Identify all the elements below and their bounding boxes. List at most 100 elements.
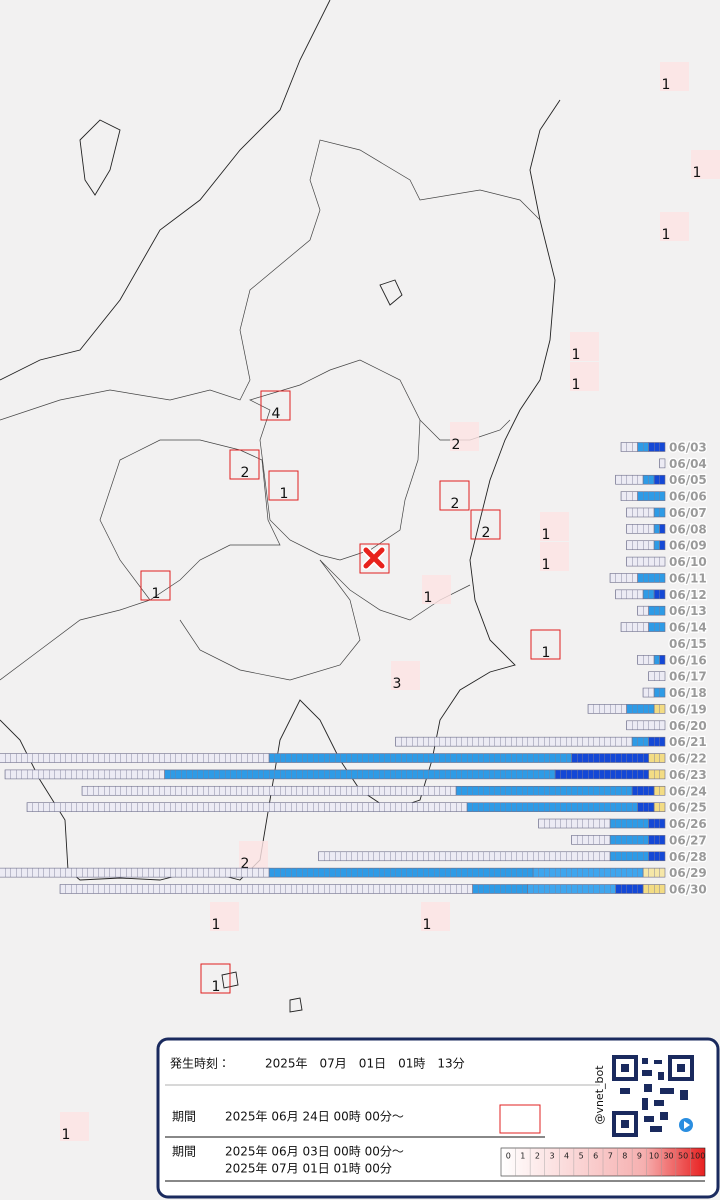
bar-cells xyxy=(456,786,632,796)
bar-cells xyxy=(654,507,665,517)
station-patch xyxy=(691,150,720,179)
map-count: 2 xyxy=(241,856,250,872)
period-start: 2025年 06月 03日 00時 00分～ xyxy=(225,1145,404,1159)
date-label: 06/13 xyxy=(669,604,707,618)
bar-cells xyxy=(648,819,665,829)
station-box xyxy=(229,449,260,480)
station-box xyxy=(268,470,299,501)
station-patch xyxy=(570,362,599,391)
map-count: 1 xyxy=(424,590,433,606)
map-count: 1 xyxy=(572,377,581,393)
station-patch xyxy=(540,512,569,541)
map-count: 1 xyxy=(693,165,702,181)
bar-cells xyxy=(654,524,660,534)
date-label: 06/12 xyxy=(669,588,707,602)
bar-cells xyxy=(610,573,638,583)
date-label: 06/21 xyxy=(669,735,707,749)
bar-cells xyxy=(654,540,660,550)
bar-cells xyxy=(648,851,665,861)
date-label: 06/25 xyxy=(669,801,707,815)
map-count: 1 xyxy=(662,77,671,93)
bar-cells xyxy=(643,884,665,894)
bar-cells xyxy=(626,557,665,567)
bar-cells xyxy=(648,769,665,779)
station-patch xyxy=(60,1112,89,1141)
bar-cells xyxy=(610,819,649,829)
bar-cells xyxy=(621,622,649,632)
station-box xyxy=(260,390,291,421)
bar-cells xyxy=(648,737,665,747)
bar-cells xyxy=(637,655,654,665)
bar-cells xyxy=(538,819,610,829)
scale-label: 6 xyxy=(593,1152,598,1161)
bar-cells xyxy=(643,868,665,878)
bar-cells xyxy=(654,802,665,812)
bar-cells xyxy=(571,835,610,845)
station-patch xyxy=(210,902,239,931)
bar-cells xyxy=(626,524,654,534)
station-patch xyxy=(450,422,479,451)
recent-start: 2025年 06月 24日 00時 00分～ xyxy=(225,1110,404,1124)
bar-cells xyxy=(654,704,665,714)
bar-cells xyxy=(318,851,610,861)
epicenter xyxy=(359,543,390,574)
bar-cells xyxy=(637,573,665,583)
bar-cells xyxy=(648,622,665,632)
map-count: 2 xyxy=(482,525,491,541)
bar-cells xyxy=(632,786,654,796)
bar-cells xyxy=(659,524,665,534)
map-count: 1 xyxy=(662,227,671,243)
bar-cells xyxy=(659,458,665,468)
scale-label: 2 xyxy=(535,1152,540,1161)
date-label: 06/05 xyxy=(669,473,707,487)
map-count: 1 xyxy=(572,347,581,363)
scale-label: 50 xyxy=(678,1152,688,1161)
period-label: 期間 xyxy=(172,1110,196,1124)
scale-label: 9 xyxy=(637,1152,642,1161)
occurred-label: 発生時刻： xyxy=(170,1057,230,1071)
date-label: 06/26 xyxy=(669,817,707,831)
map-count: 3 xyxy=(393,676,402,692)
date-label: 06/09 xyxy=(669,539,707,553)
bar-cells xyxy=(626,507,654,517)
bar-cells xyxy=(648,671,665,681)
map-count: 1 xyxy=(212,917,221,933)
bar-cells xyxy=(82,786,456,796)
daily-bars: 06/03 06/04 06/05 06/06 06/07 06/08 06/09 06/10… xyxy=(0,439,708,898)
bar-cells xyxy=(621,491,638,501)
scale-label: 0 xyxy=(506,1152,511,1161)
date-label: 06/04 xyxy=(669,457,707,471)
station-box xyxy=(470,509,501,540)
bar-cells xyxy=(60,884,473,894)
date-label: 06/07 xyxy=(669,506,707,520)
bar-cells xyxy=(637,442,649,452)
scale-label: 5 xyxy=(579,1152,584,1161)
date-label: 06/28 xyxy=(669,850,707,864)
bar-cells xyxy=(610,851,649,861)
intensity-scale: 0 1 2 3 4 5 6 7 8 9 10 30 50 100 xyxy=(500,1147,705,1177)
scale-label: 10 xyxy=(649,1152,659,1161)
bar-cells xyxy=(555,769,649,779)
bar-cells xyxy=(571,753,649,763)
bar-cells xyxy=(654,688,665,698)
date-label: 06/11 xyxy=(669,571,707,585)
map-count: 2 xyxy=(451,496,460,512)
scale-label: 1 xyxy=(520,1152,525,1161)
station-patch xyxy=(660,62,689,91)
bar-cells xyxy=(533,868,643,878)
bar-cells xyxy=(659,540,665,550)
bar-cells xyxy=(621,442,638,452)
bar-cells xyxy=(626,540,654,550)
map-count: 1 xyxy=(212,979,221,995)
bar-cells xyxy=(637,606,649,616)
bar-cells xyxy=(659,655,665,665)
bar-cells xyxy=(395,737,632,747)
date-label: 06/19 xyxy=(669,702,707,716)
map-count: 1 xyxy=(542,645,551,661)
qr-code xyxy=(612,1055,694,1137)
bar-cells xyxy=(0,868,269,878)
bar-cells xyxy=(648,753,665,763)
scale-label: 100 xyxy=(690,1152,705,1161)
period-end: 2025年 07月 01日 01時 00分 xyxy=(225,1162,392,1176)
